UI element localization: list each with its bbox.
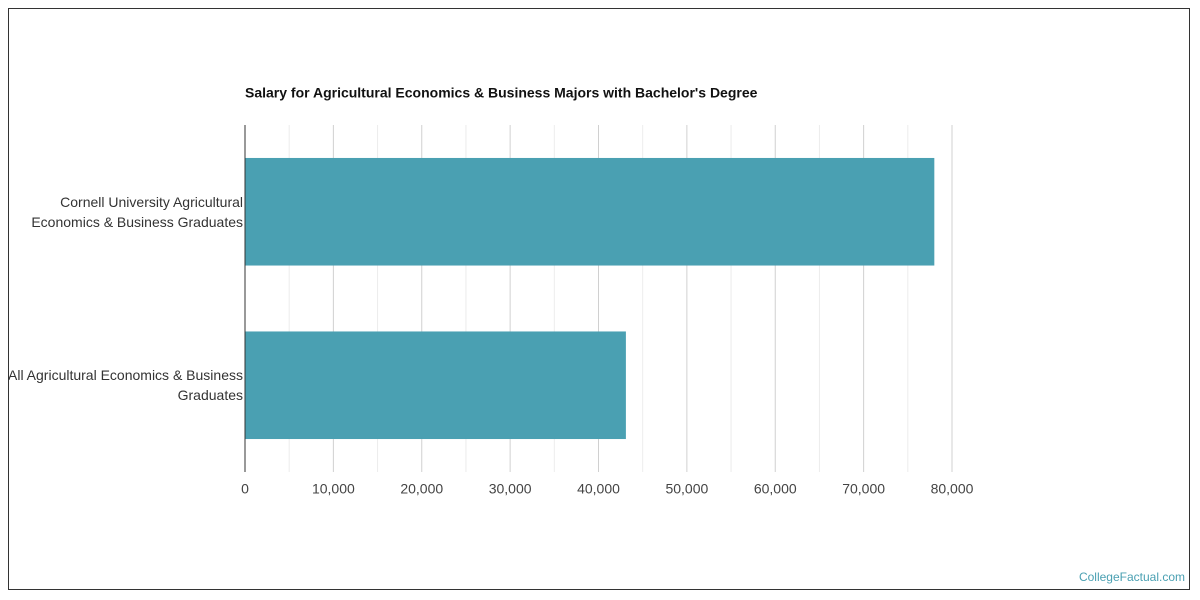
y-tick-label: Cornell University Agricultural Economic… <box>31 193 243 230</box>
y-tick-label: All Agricultural Economics & Business Gr… <box>8 367 243 404</box>
x-tick-label: 60,000 <box>754 481 797 497</box>
x-tick-label: 30,000 <box>489 481 532 497</box>
x-tick-label: 40,000 <box>577 481 620 497</box>
source[interactable]: CollegeFactual.com <box>1079 570 1185 584</box>
x-tick-label: 80,000 <box>931 481 974 497</box>
x-tick-label: 20,000 <box>400 481 443 497</box>
x-tick-label: 0 <box>241 481 249 497</box>
x-tick-label: 50,000 <box>665 481 708 497</box>
x-tick-label: 10,000 <box>312 481 355 497</box>
chart-title: Salary for Agricultural Economics & Busi… <box>245 85 758 101</box>
bar <box>245 331 626 440</box>
bar <box>245 157 935 266</box>
x-tick-label: 70,000 <box>842 481 885 497</box>
frame <box>8 8 1190 590</box>
